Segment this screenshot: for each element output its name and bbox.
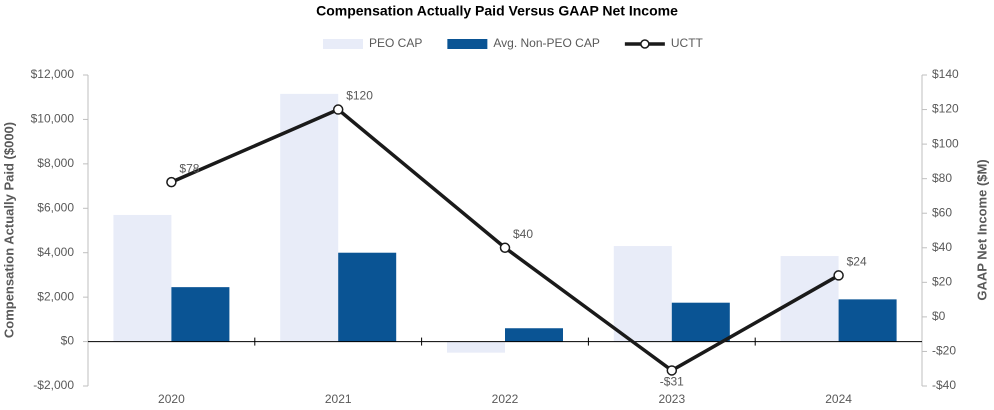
y2-tick-label: $20 <box>932 275 952 289</box>
bar <box>613 246 672 342</box>
marker <box>332 104 344 115</box>
y-tick-label: $12,000 <box>31 67 75 81</box>
legend-label: UCTT <box>671 36 704 50</box>
marker <box>499 242 511 254</box>
y-tick-label: -$2,000 <box>33 378 74 392</box>
bar <box>505 328 563 342</box>
bar <box>838 299 897 342</box>
y-tick-label: $4,000 <box>37 245 74 259</box>
y2-tick-label: $100 <box>932 136 959 150</box>
data-label: $40 <box>513 227 533 241</box>
data-label: $78 <box>179 161 199 175</box>
x-tick-label: 2021 <box>325 392 352 406</box>
y-tick-label: $10,000 <box>31 112 75 126</box>
y-tick-label: $6,000 <box>37 200 74 214</box>
y-tick-label: $8,000 <box>37 156 74 170</box>
bar <box>280 93 339 342</box>
legend-label: Avg. Non-PEO CAP <box>493 36 600 50</box>
x-tick-label: 2024 <box>825 392 852 406</box>
marker <box>833 270 844 281</box>
y-tick-label: $0 <box>61 334 75 348</box>
legend-label: PEO CAP <box>369 36 422 50</box>
y2-tick-label: $60 <box>932 205 952 219</box>
y-axis-label: Compensation Actually Paid ($000) <box>1 122 16 338</box>
bar <box>338 252 397 342</box>
legend-swatch <box>323 39 363 49</box>
bar <box>780 256 839 342</box>
bar <box>171 287 230 342</box>
legend-swatch <box>447 39 488 49</box>
bar <box>671 302 730 342</box>
bar <box>113 214 172 342</box>
y2-tick-label: $120 <box>932 102 959 116</box>
y-tick-label: $2,000 <box>37 289 74 303</box>
marker <box>166 176 177 188</box>
chart-title: Compensation Actually Paid Versus GAAP N… <box>316 3 678 19</box>
line <box>170 107 840 373</box>
y2-tick-label: -$40 <box>932 378 956 392</box>
x-tick-label: 2023 <box>658 392 685 406</box>
marker <box>666 365 678 376</box>
y2-tick-label: $0 <box>932 309 946 323</box>
bar <box>447 341 505 353</box>
data-label: $120 <box>346 89 373 103</box>
y2-tick-label: $40 <box>932 240 952 254</box>
y2-tick-label: -$20 <box>932 344 956 358</box>
x-tick-label: 2022 <box>492 392 519 406</box>
y2-axis-label: GAAP Net Income ($M) <box>974 159 989 300</box>
y2-tick-label: $140 <box>932 67 959 81</box>
data-label: $24 <box>847 255 867 269</box>
y2-tick-label: $80 <box>932 171 952 185</box>
x-tick-label: 2020 <box>158 392 185 406</box>
data-label: -$31 <box>660 375 684 389</box>
legend-swatch <box>640 39 650 49</box>
